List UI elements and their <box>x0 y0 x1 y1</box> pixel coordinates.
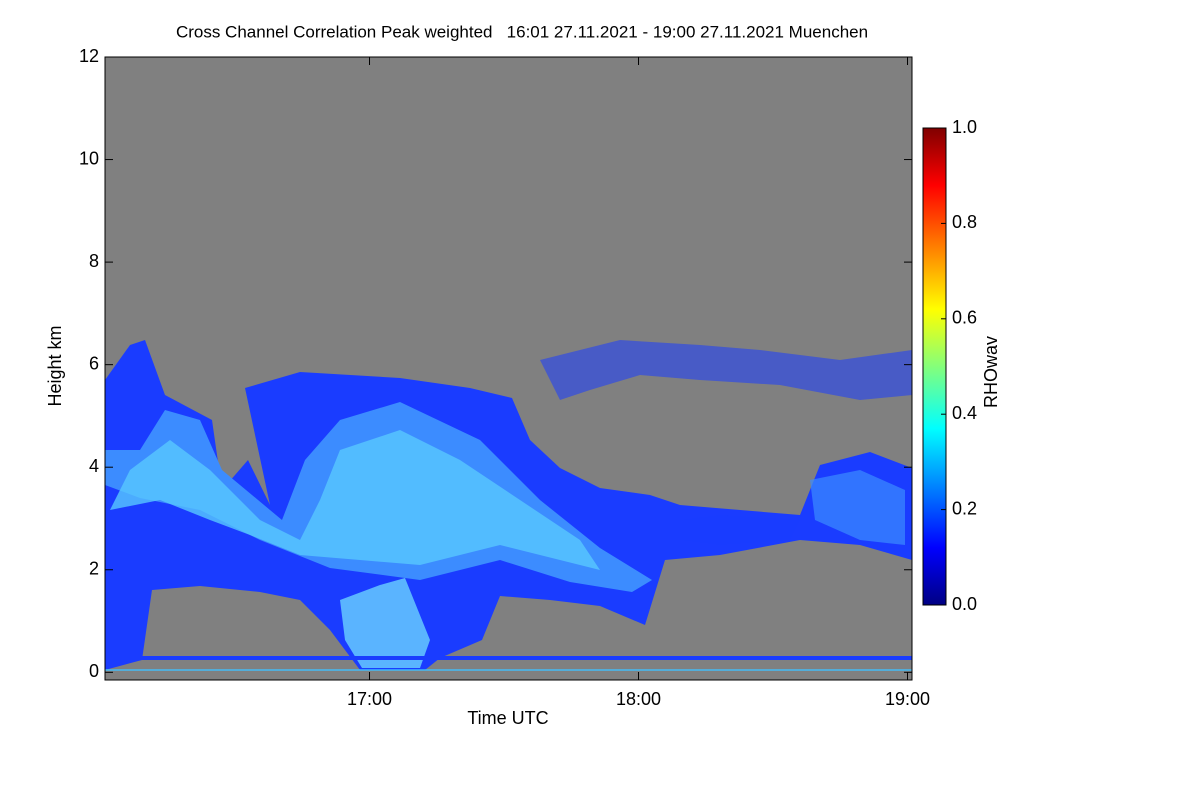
colorbar-tick-label: 0.2 <box>952 498 977 518</box>
y-tick-label: 0 <box>89 661 99 681</box>
heatmap-image <box>105 57 912 680</box>
plot-frame <box>104 56 913 681</box>
colorbar <box>922 127 947 606</box>
colorbar-tick-label: 0.6 <box>952 308 977 328</box>
colorbar-tick-label: 0.0 <box>952 594 977 614</box>
colorbar-tick-label: 0.4 <box>952 403 977 423</box>
x-tick-label: 18:00 <box>616 689 661 709</box>
y-tick-label: 6 <box>89 353 99 373</box>
y-tick-label: 8 <box>89 251 99 271</box>
y-tick-label: 12 <box>79 46 99 66</box>
y-axis-label: Height km <box>45 325 65 406</box>
y-tick-label: 10 <box>79 148 99 168</box>
y-tick-label: 4 <box>89 456 99 476</box>
y-tick-label: 2 <box>89 559 99 579</box>
colorbar-label: RHOwav <box>981 336 1001 408</box>
x-axis-label: Time UTC <box>467 708 548 728</box>
colorbar-tick-label: 1.0 <box>952 117 977 137</box>
x-tick-label: 19:00 <box>885 689 930 709</box>
x-tick-label: 17:00 <box>347 689 392 709</box>
colorbar-tick-label: 0.8 <box>952 212 977 232</box>
chart-title: Cross Channel Correlation Peak weighted … <box>176 22 868 41</box>
